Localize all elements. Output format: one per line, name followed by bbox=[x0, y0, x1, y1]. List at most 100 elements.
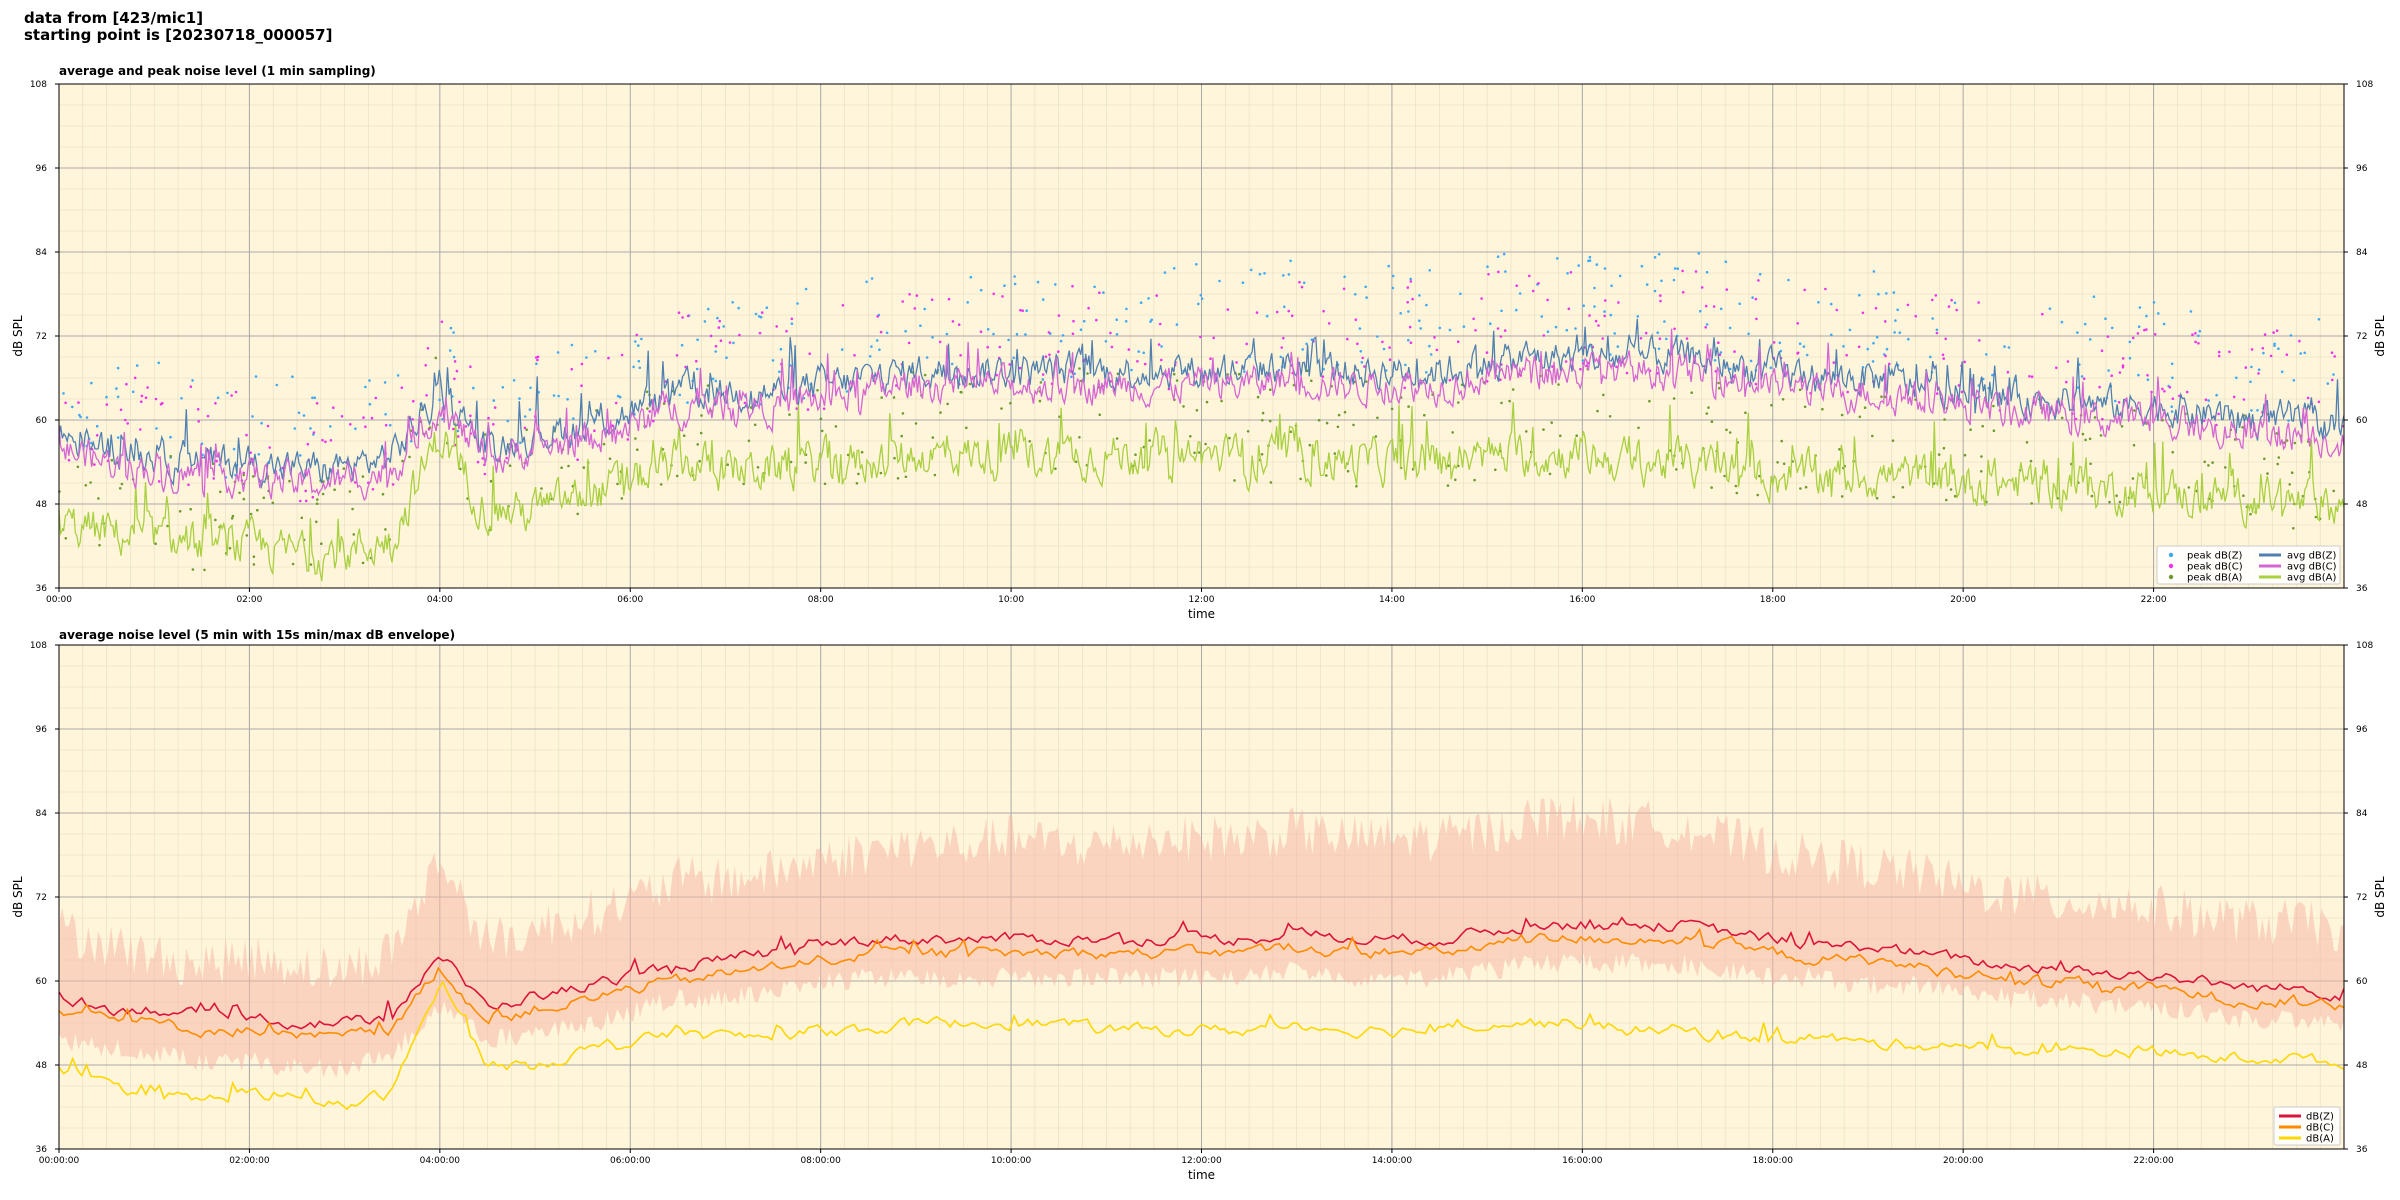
peak-point bbox=[304, 489, 308, 493]
peak-point bbox=[242, 473, 245, 477]
peak-point bbox=[731, 301, 734, 304]
panel-average-envelope: average noise level (5 min with 15s min/… bbox=[11, 628, 2387, 1182]
y-tick-label: 48 bbox=[36, 1061, 48, 1071]
peak-point bbox=[1804, 485, 1808, 489]
peak-point bbox=[753, 423, 757, 427]
peak-point bbox=[728, 341, 732, 344]
peak-point bbox=[1189, 435, 1192, 438]
peak-point bbox=[230, 517, 234, 520]
peak-point bbox=[1082, 319, 1086, 323]
peak-point bbox=[732, 341, 735, 345]
peak-point bbox=[765, 306, 769, 310]
peak-point bbox=[1515, 308, 1518, 312]
peak-point bbox=[1894, 319, 1897, 322]
peak-point bbox=[1675, 468, 1678, 471]
peak-point bbox=[1672, 278, 1676, 282]
peak-point bbox=[2028, 375, 2031, 378]
peak-point bbox=[2194, 340, 2197, 344]
peak-point bbox=[636, 448, 639, 452]
peak-point bbox=[483, 472, 487, 476]
peak-point bbox=[1308, 443, 1312, 447]
peak-point bbox=[1871, 434, 1874, 438]
peak-point bbox=[915, 294, 919, 297]
peak-point bbox=[364, 425, 367, 429]
y-tick-label: 108 bbox=[30, 641, 47, 651]
peak-point bbox=[1644, 331, 1648, 335]
peak-point bbox=[2249, 380, 2252, 384]
peak-point bbox=[255, 508, 259, 512]
peak-point bbox=[266, 424, 270, 428]
peak-point bbox=[299, 499, 302, 503]
peak-point bbox=[2244, 366, 2248, 369]
peak-point bbox=[1435, 348, 1439, 352]
peak-point bbox=[1615, 365, 1618, 369]
peak-point bbox=[1672, 397, 1676, 400]
peak-point bbox=[98, 543, 101, 547]
peak-point bbox=[1601, 337, 1604, 340]
peak-point bbox=[2275, 432, 2279, 435]
peak-point bbox=[1406, 286, 1410, 289]
peak-point bbox=[907, 341, 911, 345]
peak-point bbox=[2306, 396, 2310, 400]
peak-point bbox=[2099, 434, 2103, 437]
peak-point bbox=[620, 497, 624, 500]
peak-point bbox=[714, 344, 718, 348]
peak-point bbox=[1838, 448, 1841, 451]
peak-point bbox=[144, 396, 148, 400]
x-tick-label: 04:00 bbox=[427, 595, 453, 605]
peak-point bbox=[1885, 292, 1888, 295]
peak-point bbox=[275, 383, 279, 387]
peak-point bbox=[1074, 460, 1078, 464]
peak-point bbox=[1963, 453, 1967, 457]
peak-point bbox=[1892, 291, 1896, 294]
peak-point bbox=[1866, 347, 1869, 351]
y-tick-label: 96 bbox=[36, 725, 48, 735]
peak-point bbox=[1175, 323, 1179, 326]
peak-point bbox=[2132, 443, 2136, 447]
peak-point bbox=[449, 326, 453, 330]
peak-point bbox=[714, 350, 717, 353]
peak-point bbox=[1888, 362, 1891, 366]
peak-point bbox=[1943, 418, 1946, 421]
peak-point bbox=[2266, 472, 2269, 475]
peak-point bbox=[1235, 361, 1238, 364]
peak-point bbox=[191, 379, 194, 382]
peak-point bbox=[1406, 301, 1409, 304]
peak-point bbox=[299, 454, 302, 457]
peak-point bbox=[1336, 425, 1340, 429]
peak-point bbox=[1659, 299, 1662, 303]
peak-point bbox=[316, 498, 319, 501]
peak-point bbox=[90, 381, 93, 385]
peak-point bbox=[2211, 461, 2214, 464]
peak-point bbox=[214, 518, 217, 522]
peak-point bbox=[1610, 284, 1613, 288]
peak-point bbox=[1425, 371, 1428, 374]
peak-point bbox=[1172, 372, 1176, 376]
peak-point bbox=[411, 418, 414, 421]
peak-point bbox=[189, 507, 192, 511]
peak-point bbox=[1102, 291, 1105, 294]
peak-point bbox=[2104, 317, 2107, 321]
peak-point bbox=[1734, 484, 1738, 488]
x-tick-label: 04:00:00 bbox=[420, 1156, 461, 1166]
peak-point bbox=[998, 345, 1002, 349]
peak-point bbox=[252, 555, 256, 558]
peak-point bbox=[582, 466, 586, 469]
peak-point bbox=[2138, 306, 2142, 309]
peak-point bbox=[580, 362, 584, 366]
peak-point bbox=[923, 307, 926, 311]
peak-point bbox=[552, 394, 556, 397]
peak-point bbox=[1796, 351, 1800, 355]
peak-point bbox=[1617, 301, 1620, 304]
peak-point bbox=[1364, 285, 1367, 289]
x-tick-label: 20:00 bbox=[1950, 595, 1976, 605]
peak-point bbox=[315, 520, 318, 524]
peak-point bbox=[1007, 338, 1010, 342]
peak-point bbox=[1248, 355, 1252, 359]
peak-point bbox=[2048, 307, 2052, 311]
peak-point bbox=[2276, 462, 2279, 466]
x-tick-label: 00:00:00 bbox=[39, 1156, 80, 1166]
chart-title: average noise level (5 min with 15s min/… bbox=[59, 628, 455, 642]
peak-point bbox=[368, 402, 372, 406]
peak-point bbox=[2332, 489, 2335, 493]
